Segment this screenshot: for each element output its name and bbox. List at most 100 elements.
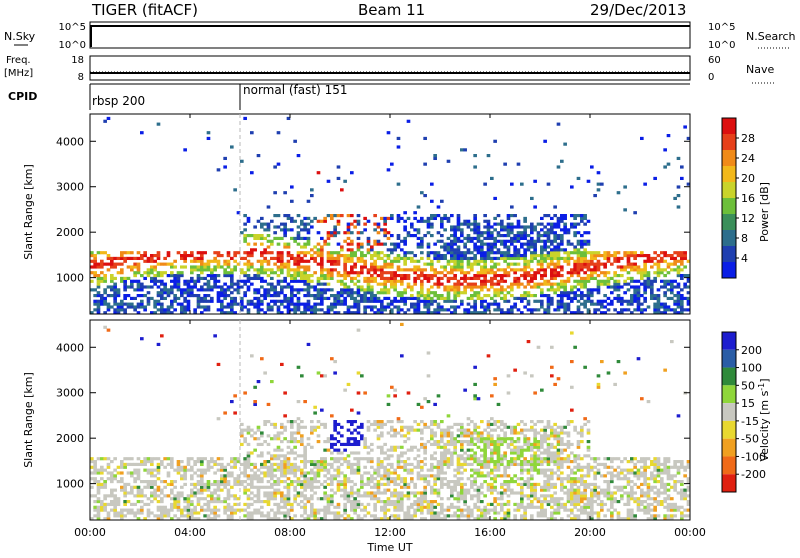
heatmap-cell [97, 500, 101, 503]
heatmap-cell [250, 171, 254, 174]
heatmap-cell [223, 500, 227, 503]
heatmap-cell [477, 509, 481, 512]
heatmap-cell [267, 268, 271, 271]
heatmap-cell [323, 426, 327, 429]
heatmap-cell [343, 300, 347, 303]
heatmap-cell [533, 271, 537, 274]
heatmap-cell [390, 503, 394, 506]
heatmap-cell [493, 451, 497, 454]
heatmap-cell [403, 460, 407, 463]
heatmap-cell [400, 454, 404, 457]
heatmap-cell [200, 300, 204, 303]
heatmap-cell [660, 251, 664, 254]
heatmap-cell [293, 237, 297, 240]
heatmap-cell [377, 283, 381, 286]
heatmap-cell [413, 254, 417, 257]
heatmap-cell [280, 260, 284, 263]
heatmap-cell [390, 274, 394, 277]
heatmap-cell [577, 257, 581, 260]
heatmap-cell [373, 251, 377, 254]
heatmap-cell [183, 514, 187, 517]
heatmap-cell [410, 449, 414, 452]
heatmap-cell [463, 223, 467, 226]
heatmap-cell [430, 200, 434, 203]
heatmap-cell [303, 237, 307, 240]
heatmap-cell [173, 274, 177, 277]
heatmap-cell [393, 514, 397, 517]
heatmap-cell [93, 265, 97, 268]
heatmap-cell [307, 291, 311, 294]
heatmap-cell [353, 271, 357, 274]
heatmap-cell [260, 263, 264, 266]
heatmap-cell [200, 480, 204, 483]
heatmap-cell [627, 303, 631, 306]
heatmap-cell [473, 214, 477, 217]
heatmap-cell [670, 283, 674, 286]
heatmap-cell [560, 285, 564, 288]
heatmap-cell [343, 180, 347, 183]
heatmap-cell [300, 500, 304, 503]
heatmap-cell [540, 263, 544, 266]
heatmap-cell [420, 294, 424, 297]
heatmap-cell [463, 429, 467, 432]
heatmap-cell [547, 283, 551, 286]
heatmap-cell [330, 234, 334, 237]
heatmap-cell [310, 511, 314, 514]
heatmap-cell [213, 483, 217, 486]
heatmap-cell [257, 429, 261, 432]
heatmap-cell [223, 506, 227, 509]
heatmap-cell [403, 480, 407, 483]
heatmap-cell [423, 137, 427, 140]
heatmap-cell [583, 285, 587, 288]
heatmap-cell [630, 251, 634, 254]
heatmap-cell [487, 440, 491, 443]
heatmap-cell [307, 294, 311, 297]
heatmap-cell [560, 214, 564, 217]
heatmap-cell [467, 440, 471, 443]
heatmap-cell [297, 303, 301, 306]
heatmap-cell [420, 420, 424, 423]
heatmap-cell [277, 131, 281, 134]
heatmap-cell [147, 460, 151, 463]
heatmap-cell [473, 483, 477, 486]
heatmap-cell [370, 291, 374, 294]
heatmap-cell [477, 474, 481, 477]
heatmap-cell [543, 257, 547, 260]
heatmap-cell [453, 489, 457, 492]
heatmap-cell [110, 471, 114, 474]
heatmap-cell [513, 257, 517, 260]
heatmap-cell [650, 297, 654, 300]
heatmap-cell [290, 506, 294, 509]
heatmap-cell [287, 463, 291, 466]
heatmap-cell [460, 489, 464, 492]
heatmap-cell [427, 426, 431, 429]
heatmap-cell [320, 457, 324, 460]
heatmap-cell [293, 431, 297, 434]
heatmap-cell [397, 497, 401, 500]
heatmap-cell [453, 297, 457, 300]
heatmap-cell [273, 426, 277, 429]
heatmap-cell [353, 225, 357, 228]
heatmap-cell [373, 214, 377, 217]
heatmap-cell [490, 303, 494, 306]
heatmap-cell [670, 257, 674, 260]
heatmap-cell [273, 231, 277, 234]
heatmap-cell [207, 503, 211, 506]
heatmap-cell [337, 480, 341, 483]
heatmap-cell [593, 277, 597, 280]
heatmap-cell [173, 300, 177, 303]
heatmap-cell [233, 260, 237, 263]
heatmap-cell [110, 503, 114, 506]
heatmap-cell [337, 177, 341, 180]
power-colorbar-label: Power [dB] [758, 182, 771, 242]
heatmap-cell [333, 420, 337, 423]
heatmap-cell [563, 260, 567, 263]
heatmap-cell [430, 511, 434, 514]
heatmap-cell [247, 466, 251, 469]
heatmap-cell [420, 268, 424, 271]
heatmap-cell [343, 277, 347, 280]
heatmap-cell [423, 297, 427, 300]
heatmap-cell [297, 300, 301, 303]
heatmap-cell [333, 300, 337, 303]
heatmap-cell [440, 463, 444, 466]
